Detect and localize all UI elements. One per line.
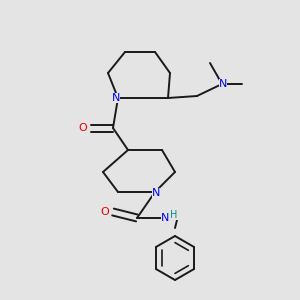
Text: N: N	[161, 213, 169, 223]
Text: O: O	[100, 207, 109, 217]
Text: H: H	[170, 210, 178, 220]
Text: O: O	[79, 123, 87, 133]
Text: N: N	[152, 188, 160, 198]
Text: N: N	[219, 79, 227, 89]
Text: N: N	[112, 93, 120, 103]
